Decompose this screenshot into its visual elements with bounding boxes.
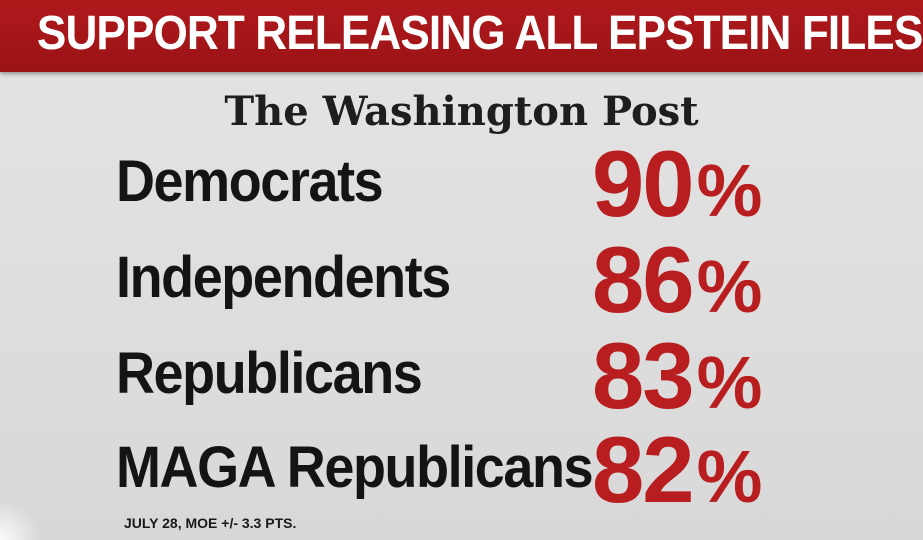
row-label: Republicans <box>116 341 423 406</box>
row-value-unit: % <box>696 341 763 424</box>
banner-title: SUPPORT RELEASING ALL EPSTEIN FILES <box>36 7 923 60</box>
source-logo: The Washington Post <box>224 88 699 135</box>
corner-glare <box>0 500 40 540</box>
poll-footnote: JULY 28, MOE +/- 3.3 PTS. <box>124 515 297 531</box>
row-label: MAGA Republicans <box>116 435 594 500</box>
row-value-number: 86 <box>592 227 695 332</box>
result-row-independents: Independents 86% <box>0 232 923 334</box>
result-row-maga-republicans: MAGA Republicans 82% <box>0 422 923 524</box>
row-value: 82% <box>592 422 762 525</box>
result-row-republicans: Republicans 83% <box>0 328 923 430</box>
row-value-unit: % <box>696 245 763 328</box>
title-banner: SUPPORT RELEASING ALL EPSTEIN FILES <box>0 0 923 72</box>
row-value: 83% <box>592 328 762 431</box>
row-value-unit: % <box>696 435 763 518</box>
row-value-unit: % <box>696 149 763 232</box>
row-label: Independents <box>116 245 451 310</box>
row-value-number: 82 <box>592 417 695 522</box>
row-value: 90% <box>592 136 762 239</box>
row-label: Democrats <box>116 149 384 214</box>
row-value: 86% <box>592 232 762 335</box>
result-row-democrats: Democrats 90% <box>0 136 923 238</box>
row-value-number: 83 <box>592 323 695 428</box>
row-value-number: 90 <box>592 131 695 236</box>
